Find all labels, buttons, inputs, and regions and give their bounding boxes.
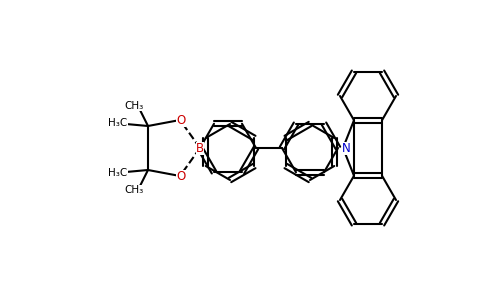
Text: H₃C: H₃C [108,168,128,178]
Text: O: O [176,113,186,127]
Text: N: N [342,142,350,154]
Text: CH₃: CH₃ [124,185,144,195]
Text: H₃C: H₃C [108,118,128,128]
Text: CH₃: CH₃ [124,101,144,111]
Text: B: B [196,142,204,154]
Text: O: O [176,169,186,182]
